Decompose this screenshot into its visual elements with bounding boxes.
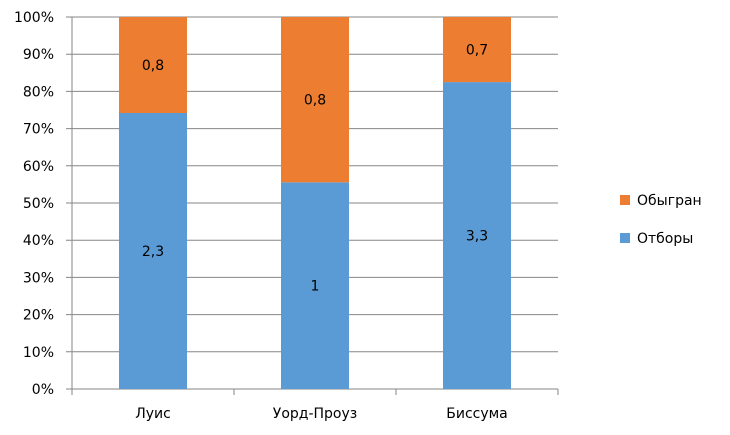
y-tick-label: 50% — [23, 196, 54, 212]
legend-swatch — [620, 195, 630, 205]
y-tick-label: 0% — [32, 382, 54, 398]
x-tick-label: Биссума — [446, 406, 508, 422]
y-tick-label: 100% — [14, 10, 54, 26]
y-tick-label: 70% — [23, 122, 54, 138]
y-tick-label: 20% — [23, 308, 54, 324]
bar-segment — [443, 82, 511, 389]
data-label: 3,3 — [466, 229, 488, 245]
legend-swatch — [620, 233, 630, 243]
bar-segment — [119, 113, 187, 389]
x-tick-label: Уорд-Проуз — [273, 406, 357, 422]
data-label: 0,7 — [466, 43, 488, 59]
bar-segment — [119, 17, 187, 113]
legend-label: Обыгран — [637, 193, 702, 209]
y-tick-label: 80% — [23, 84, 54, 100]
data-label: 0,8 — [142, 58, 164, 74]
y-tick-label: 60% — [23, 159, 54, 175]
data-label: 2,3 — [142, 244, 164, 260]
y-tick-label: 40% — [23, 233, 54, 249]
y-tick-label: 10% — [23, 345, 54, 361]
data-label: 0,8 — [304, 93, 326, 109]
bar-segment — [443, 17, 511, 83]
bar-segment — [281, 17, 349, 183]
y-tick-label: 30% — [23, 270, 54, 286]
y-tick-label: 90% — [23, 47, 54, 63]
x-tick-label: Луис — [135, 406, 171, 422]
legend-label: Отборы — [637, 231, 693, 247]
data-label: 1 — [311, 279, 320, 295]
bar-segment — [281, 182, 349, 389]
